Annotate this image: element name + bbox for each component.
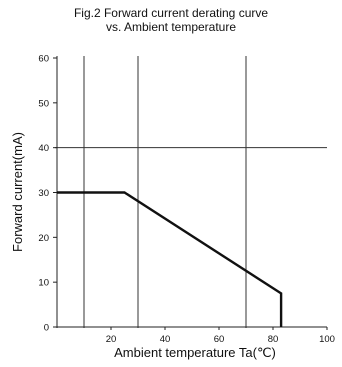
y-tick-label: 60 — [38, 54, 49, 65]
y-tick-label: 30 — [38, 188, 49, 199]
x-axis-label: Ambient temperature Ta(℃) — [114, 345, 276, 360]
y-tick-label: 50 — [38, 98, 49, 109]
y-tick-label: 20 — [38, 233, 49, 244]
y-axis-label: Forward current(mA) — [10, 132, 25, 252]
x-tick-label: 20 — [106, 334, 117, 345]
tick-labels: 0 10 20 30 40 50 60 20 40 60 80 100 — [38, 54, 335, 346]
x-tick-label: 60 — [214, 334, 225, 345]
x-tick-label: 100 — [319, 334, 335, 345]
chart-subtitle: vs. Ambient temperature — [105, 20, 237, 34]
derating-curve-line — [57, 191, 283, 327]
series-layer — [56, 191, 283, 328]
x-tick-label: 80 — [268, 334, 279, 345]
y-tick-label: 10 — [38, 278, 49, 289]
x-tick-label: 40 — [160, 334, 171, 345]
chart-title: Fig.2 Forward current derating curve — [73, 6, 269, 20]
y-tick-label: 40 — [38, 143, 49, 154]
y-tick-label: 0 — [44, 323, 49, 334]
